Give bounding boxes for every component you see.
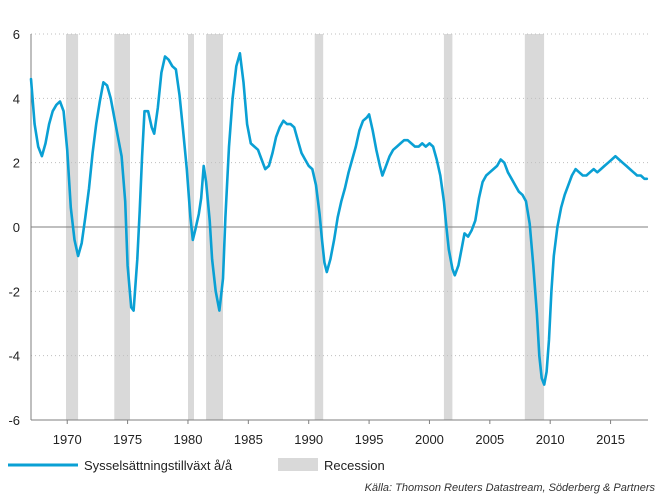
y-tick-labels: 6 4 2 0 -2 -4 -6 (8, 27, 20, 428)
y-tick-label-6: -6 (8, 413, 20, 428)
x-tick-label-7: 2005 (475, 432, 504, 447)
y-tick-label-5: -4 (8, 349, 20, 364)
x-tick-label-8: 2010 (536, 432, 565, 447)
x-tick-label-5: 1995 (355, 432, 384, 447)
x-tick-label-4: 1990 (294, 432, 323, 447)
gridlines (31, 33, 648, 357)
y-tick-label-0: 6 (13, 27, 20, 42)
legend: Sysselsättningstillväxt å/å Recession (8, 458, 385, 473)
x-tick-label-6: 2000 (415, 432, 444, 447)
source-note: Källa: Thomson Reuters Datastream, Söder… (365, 482, 656, 494)
y-tick-label-4: -2 (8, 284, 20, 299)
x-tick-label-1: 1975 (113, 432, 142, 447)
y-tick-label-3: 0 (13, 220, 20, 235)
y-tick-label-1: 4 (13, 91, 20, 106)
x-tick-label-3: 1985 (234, 432, 263, 447)
series-lines (29, 52, 649, 386)
x-tick-label-9: 2015 (596, 432, 625, 447)
axes (30, 34, 648, 421)
legend-recession-label: Recession (324, 458, 385, 473)
x-tick-label-0: 1970 (53, 432, 82, 447)
series-line-0 (29, 52, 649, 386)
legend-series-label: Sysselsättningstillväxt å/å (84, 458, 233, 473)
x-tick-labels: 1970 1975 1980 1985 1990 1995 2000 2005 2010 2015 (53, 420, 625, 447)
x-tick-label-2: 1980 (174, 432, 203, 447)
legend-recession-swatch (278, 458, 318, 471)
y-tick-label-2: 2 (13, 156, 20, 171)
